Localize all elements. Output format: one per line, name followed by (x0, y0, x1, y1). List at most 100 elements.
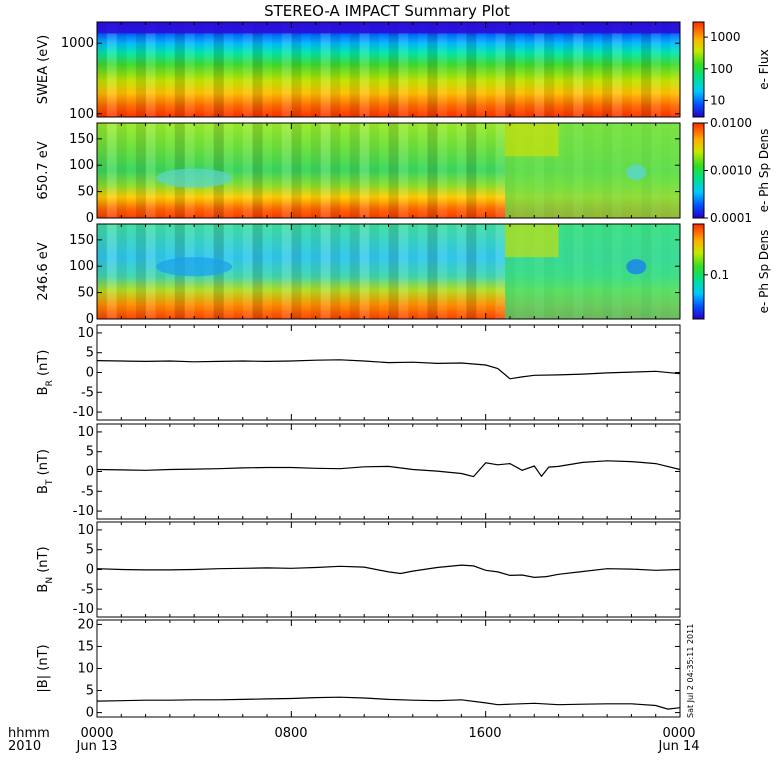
colorbar-tick-label: 0.0100 (710, 116, 752, 130)
spectrogram-streak (359, 123, 370, 218)
y-axis-label: BR (nT) (36, 350, 55, 396)
spectrogram-streak (97, 123, 108, 218)
spectrogram-streak (495, 123, 506, 218)
spectrogram-streak (116, 123, 127, 218)
spectrogram-blob (626, 164, 647, 180)
x-tick-time: 0000 (662, 726, 695, 741)
spectrogram-streak (524, 22, 535, 117)
spectrogram-streak (437, 22, 448, 117)
spectrogram-blob (156, 168, 233, 188)
spectrogram-streak (320, 22, 331, 117)
spectrogram-streak (349, 22, 360, 117)
spectrogram-streak (340, 22, 350, 117)
y-tick-label: -10 (73, 602, 94, 617)
y-axis-label: SWEA (eV) (36, 35, 51, 104)
spectrogram-streak (505, 22, 516, 117)
spectrogram-streak (233, 123, 243, 218)
series-line (96, 359, 681, 380)
spectrogram-streak (165, 123, 176, 218)
spectrogram-streak (213, 123, 224, 218)
x-tick-date: Jun 13 (76, 739, 118, 754)
spectrogram-streak (106, 224, 117, 319)
spectrogram-streak (135, 224, 147, 319)
spectrogram-streak (252, 224, 263, 319)
spectrogram-streak (417, 224, 428, 319)
y-tick-label: 0 (86, 312, 94, 327)
colorbar-2 (692, 122, 705, 219)
y-tick-label: 100 (69, 158, 94, 173)
spectrogram-streak (466, 22, 477, 117)
colorbar-label: e- Flux (757, 49, 771, 89)
spectrogram-streak (475, 224, 487, 319)
spectrogram-streak (106, 123, 117, 218)
y-tick-label: 5 (86, 445, 94, 460)
y-tick-label: 0 (86, 563, 94, 578)
spectrogram-streak (427, 22, 438, 117)
y-tick-label: 10 (77, 523, 94, 538)
spectrogram-streak (310, 123, 321, 218)
spectrogram-streak (543, 22, 555, 117)
y-tick-label: 0 (86, 465, 94, 480)
spectrogram-streak (242, 123, 253, 218)
spectrogram-streak (223, 224, 234, 319)
spectrogram-streak (281, 22, 292, 117)
spectrogram-streak (233, 22, 243, 117)
colorbar-label: e- Ph Sp Dens (757, 230, 771, 314)
spectrogram-streak (602, 22, 613, 117)
y-tick-label: 5 (86, 684, 94, 699)
spectrogram-streak (223, 22, 234, 117)
spectrogram-streak (398, 123, 409, 218)
spectrogram-streak (213, 22, 224, 117)
x-tick-time: 0000 (80, 726, 113, 741)
spectrogram-streak (155, 123, 165, 218)
spectrogram-streak (379, 22, 389, 117)
spectrogram-streak (379, 224, 389, 319)
colorbar-1 (692, 21, 705, 118)
x-tick-time: 1600 (468, 726, 501, 741)
colorbar-tick-label: 10 (710, 93, 725, 107)
spectrogram-streak (427, 123, 438, 218)
spectrogram-streak (291, 123, 302, 218)
spectrogram-streak (631, 22, 641, 117)
spectrogram-streak (126, 22, 136, 117)
spectrogram-streak (369, 123, 380, 218)
spectrogram-streak (340, 224, 350, 319)
spectrogram-streak (330, 224, 341, 319)
spectrogram-blob (626, 259, 647, 275)
series-line (96, 564, 681, 579)
spectrogram-streak (291, 22, 302, 117)
spectrogram-streak (456, 22, 467, 117)
y-tick-label: 100 (69, 107, 94, 122)
spectrogram-streak (301, 224, 311, 319)
spectrogram-streak (641, 22, 652, 117)
spectrogram-streak (408, 123, 418, 218)
spectrogram-streak (262, 22, 273, 117)
spectrogram-streak (398, 224, 409, 319)
spectrogram-streak (252, 22, 263, 117)
spectrogram-streak (661, 22, 671, 117)
y-tick-label: 5 (86, 346, 94, 361)
spectrogram-streak (563, 22, 574, 117)
timestamp-stamp: Sat Jul 2 04:35:11 2011 (686, 624, 695, 718)
spectrogram-streak (475, 123, 487, 218)
spectrogram-streak (408, 22, 418, 117)
spectrogram-streak (369, 22, 380, 117)
y-axis-label: BT (nT) (36, 449, 55, 494)
y-tick-label: 10 (77, 326, 94, 341)
spectrogram-streak (388, 224, 399, 319)
spectrogram-blob (156, 257, 233, 277)
spectrogram-streak (554, 22, 564, 117)
spectrogram-streak (486, 224, 496, 319)
y-tick-label: 10 (77, 662, 94, 677)
spectrogram-streak (97, 22, 108, 117)
y-tick-label: 50 (77, 185, 94, 200)
spectrogram-band (97, 22, 680, 34)
y-tick-label: 0 (86, 211, 94, 226)
y-axis-label: 650.7 eV (36, 141, 51, 199)
spectrogram-streak (582, 22, 594, 117)
y-tick-label: 50 (77, 286, 94, 301)
spectrogram-streak (155, 22, 165, 117)
spectrogram-streak (145, 224, 156, 319)
